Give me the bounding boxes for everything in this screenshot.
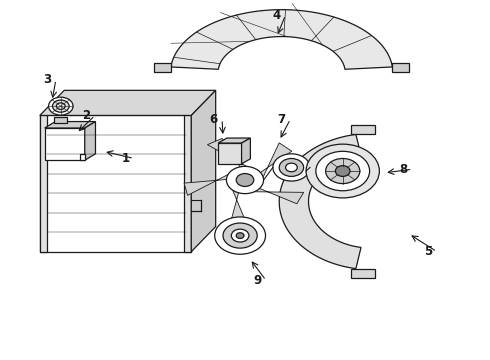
Polygon shape [40,116,47,252]
Polygon shape [251,188,304,204]
Circle shape [279,158,304,176]
Polygon shape [230,188,247,225]
Text: 9: 9 [253,274,261,287]
Polygon shape [392,63,410,72]
Polygon shape [259,143,292,179]
Circle shape [231,229,249,242]
Text: 3: 3 [43,73,51,86]
Polygon shape [45,128,85,160]
Polygon shape [218,143,242,164]
Polygon shape [207,139,249,168]
Polygon shape [85,122,96,160]
Text: 1: 1 [121,152,129,165]
Polygon shape [184,116,191,252]
Text: 8: 8 [400,163,408,176]
Circle shape [215,217,266,254]
Circle shape [226,166,264,194]
Circle shape [335,166,350,176]
Circle shape [56,103,65,109]
Polygon shape [242,138,250,164]
Polygon shape [171,10,392,69]
Polygon shape [351,125,375,134]
Text: 7: 7 [277,113,286,126]
Polygon shape [40,90,216,116]
Polygon shape [351,269,375,278]
Circle shape [236,174,254,186]
Polygon shape [54,117,67,123]
Text: 4: 4 [272,9,281,22]
Text: 6: 6 [209,113,218,126]
Polygon shape [191,90,216,252]
Polygon shape [45,122,96,128]
Circle shape [236,233,244,238]
Polygon shape [40,116,191,252]
Polygon shape [218,138,250,143]
Circle shape [326,158,360,184]
Circle shape [223,223,257,248]
Text: 2: 2 [82,109,90,122]
Polygon shape [279,134,361,269]
Polygon shape [184,173,231,195]
Polygon shape [154,63,171,72]
Polygon shape [80,154,85,160]
Circle shape [49,97,73,115]
Circle shape [316,151,369,191]
Circle shape [273,154,310,181]
Circle shape [306,144,379,198]
Text: 5: 5 [424,245,432,258]
Circle shape [286,163,297,172]
Circle shape [52,100,69,112]
